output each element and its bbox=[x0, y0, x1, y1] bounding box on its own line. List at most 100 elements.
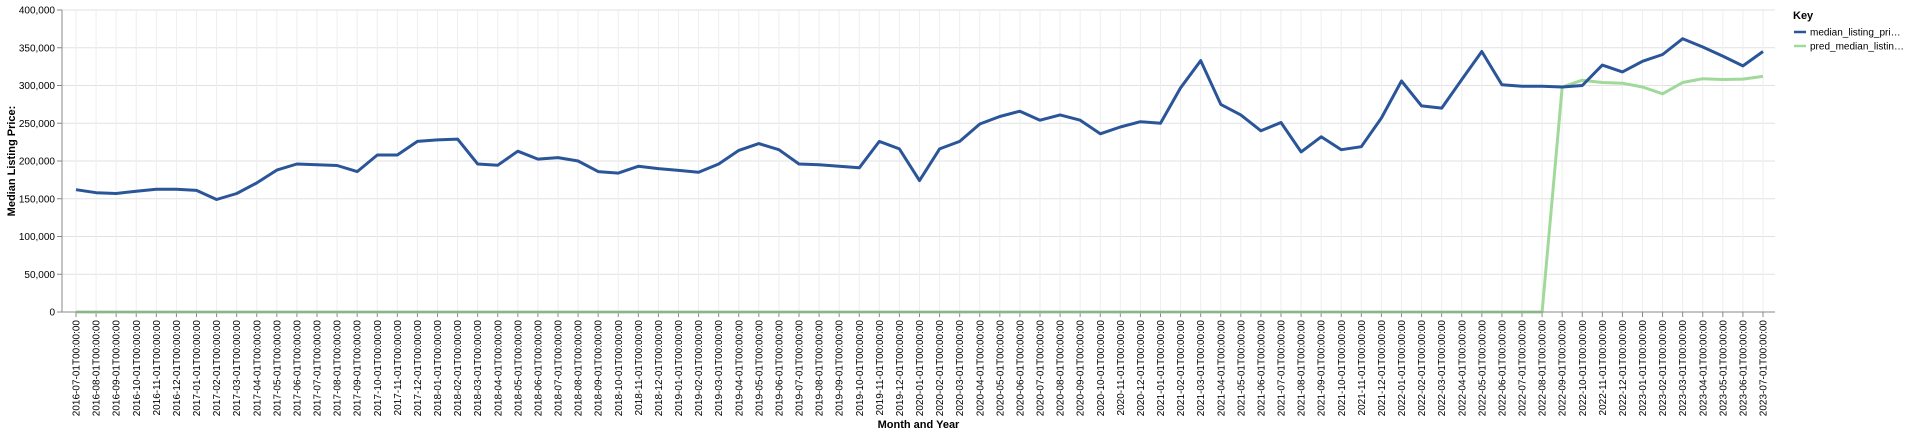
x-tick-label: 2021-08-01T00:00:00 bbox=[1297, 320, 1308, 417]
x-tick-label: 2018-12-01T00:00:00 bbox=[654, 320, 665, 417]
x-tick-label: 2021-07-01T00:00:00 bbox=[1277, 320, 1288, 417]
x-tick-label: 2022-12-01T00:00:00 bbox=[1618, 320, 1629, 417]
x-tick-label: 2022-06-01T00:00:00 bbox=[1497, 320, 1508, 417]
x-tick-label: 2017-08-01T00:00:00 bbox=[333, 320, 344, 417]
x-tick-label: 2020-12-01T00:00:00 bbox=[1136, 320, 1147, 417]
x-tick-label: 2022-09-01T00:00:00 bbox=[1558, 320, 1569, 417]
x-tick-label: 2022-03-01T00:00:00 bbox=[1437, 320, 1448, 417]
x-tick-label: 2017-01-01T00:00:00 bbox=[192, 320, 203, 417]
x-tick-label: 2020-07-01T00:00:00 bbox=[1036, 320, 1047, 417]
x-tick-label: 2019-04-01T00:00:00 bbox=[734, 320, 745, 417]
x-tick-label: 2019-09-01T00:00:00 bbox=[835, 320, 846, 417]
x-tick-label: 2020-06-01T00:00:00 bbox=[1015, 320, 1026, 417]
x-tick-label: 2021-10-01T00:00:00 bbox=[1337, 320, 1348, 417]
x-tick-label: 2018-06-01T00:00:00 bbox=[533, 320, 544, 417]
series-line-0 bbox=[75, 37, 1764, 201]
x-tick-label: 2021-01-01T00:00:00 bbox=[1156, 320, 1167, 417]
x-tick-label: 2019-10-01T00:00:00 bbox=[855, 320, 866, 417]
x-tick-label: 2022-10-01T00:00:00 bbox=[1578, 320, 1589, 417]
x-tick-label: 2017-04-01T00:00:00 bbox=[252, 320, 263, 417]
y-tick-label: 0 bbox=[49, 308, 55, 319]
x-tick-label: 2019-03-01T00:00:00 bbox=[714, 320, 725, 417]
x-tick-label: 2022-08-01T00:00:00 bbox=[1538, 320, 1549, 417]
x-tick-label: 2016-10-01T00:00:00 bbox=[132, 320, 143, 417]
x-tick-label: 2017-02-01T00:00:00 bbox=[212, 320, 223, 417]
x-tick-label: 2021-05-01T00:00:00 bbox=[1236, 320, 1247, 417]
x-tick-label: 2021-12-01T00:00:00 bbox=[1377, 320, 1388, 417]
x-tick-label: 2018-02-01T00:00:00 bbox=[453, 320, 464, 417]
x-tick-label: 2021-04-01T00:00:00 bbox=[1216, 320, 1227, 417]
grid bbox=[62, 9, 1775, 313]
legend: Key median_listing_pri… pred_median_listi… bbox=[1793, 10, 1904, 53]
x-tick-label: 2020-01-01T00:00:00 bbox=[915, 320, 926, 417]
y-tick-label: 250,000 bbox=[19, 119, 56, 130]
y-axis-ticks: 0 50,000 100,000 150,000 200,000 250,000 300,0… bbox=[19, 6, 62, 319]
x-tick-label: 2017-05-01T00:00:00 bbox=[272, 320, 283, 417]
x-tick-label: 2023-01-01T00:00:00 bbox=[1638, 320, 1649, 417]
x-tick-label: 2018-11-01T00:00:00 bbox=[634, 320, 645, 416]
y-tick-label: 300,000 bbox=[19, 81, 56, 92]
x-tick-label: 2019-11-01T00:00:00 bbox=[875, 320, 886, 416]
x-tick-label: 2019-02-01T00:00:00 bbox=[694, 320, 705, 417]
x-tick-label: 2018-10-01T00:00:00 bbox=[614, 320, 625, 417]
y-tick-label: 50,000 bbox=[24, 270, 55, 281]
x-tick-label: 2023-03-01T00:00:00 bbox=[1678, 320, 1689, 417]
x-tick-label: 2020-05-01T00:00:00 bbox=[995, 320, 1006, 417]
x-tick-label: 2016-09-01T00:00:00 bbox=[112, 320, 123, 417]
x-tick-label: 2020-04-01T00:00:00 bbox=[975, 320, 986, 417]
x-tick-label: 2023-02-01T00:00:00 bbox=[1658, 320, 1669, 417]
x-tick-label: 2017-10-01T00:00:00 bbox=[373, 320, 384, 417]
x-tick-label: 2021-03-01T00:00:00 bbox=[1196, 320, 1207, 417]
x-tick-label: 2016-08-01T00:00:00 bbox=[92, 320, 103, 417]
x-tick-label: 2022-05-01T00:00:00 bbox=[1477, 320, 1488, 417]
x-tick-label: 2018-01-01T00:00:00 bbox=[433, 320, 444, 417]
x-tick-label: 2020-03-01T00:00:00 bbox=[955, 320, 966, 417]
legend-label: pred_median_listin… bbox=[1810, 42, 1904, 53]
x-tick-label: 2022-07-01T00:00:00 bbox=[1518, 320, 1529, 417]
x-tick-label: 2023-07-01T00:00:00 bbox=[1759, 320, 1770, 417]
x-tick-label: 2016-12-01T00:00:00 bbox=[172, 320, 183, 417]
x-tick-label: 2019-07-01T00:00:00 bbox=[795, 320, 806, 417]
x-tick-label: 2022-11-01T00:00:00 bbox=[1598, 320, 1609, 416]
x-tick-label: 2017-11-01T00:00:00 bbox=[393, 320, 404, 416]
x-tick-label: 2016-11-01T00:00:00 bbox=[152, 320, 163, 416]
x-tick-label: 2018-09-01T00:00:00 bbox=[594, 320, 605, 417]
x-tick-label: 2020-02-01T00:00:00 bbox=[935, 320, 946, 417]
x-tick-label: 2020-10-01T00:00:00 bbox=[1096, 320, 1107, 417]
x-tick-label: 2021-11-01T00:00:00 bbox=[1357, 320, 1368, 416]
x-tick-label: 2018-04-01T00:00:00 bbox=[493, 320, 504, 417]
legend-label: median_listing_pri… bbox=[1810, 28, 1901, 39]
x-tick-label: 2018-07-01T00:00:00 bbox=[554, 320, 565, 417]
x-tick-label: 2023-05-01T00:00:00 bbox=[1718, 320, 1729, 417]
x-tick-label: 2017-07-01T00:00:00 bbox=[313, 320, 324, 417]
x-axis-ticks: 2016-07-01T00:00:00 2016-08-01T00:00:00 20… bbox=[72, 312, 1770, 416]
x-tick-label: 2022-01-01T00:00:00 bbox=[1397, 320, 1408, 417]
x-tick-label: 2019-05-01T00:00:00 bbox=[754, 320, 765, 417]
x-tick-label: 2021-02-01T00:00:00 bbox=[1176, 320, 1187, 417]
x-tick-label: 2021-09-01T00:00:00 bbox=[1317, 320, 1328, 417]
x-tick-label: 2017-09-01T00:00:00 bbox=[353, 320, 364, 417]
x-tick-label: 2022-04-01T00:00:00 bbox=[1457, 320, 1468, 417]
x-tick-label: 2020-08-01T00:00:00 bbox=[1056, 320, 1067, 417]
x-tick-label: 2019-08-01T00:00:00 bbox=[815, 320, 826, 417]
x-tick-label: 2023-04-01T00:00:00 bbox=[1698, 320, 1709, 417]
y-axis-title: Median Listing Price: bbox=[6, 106, 18, 217]
x-tick-label: 2019-06-01T00:00:00 bbox=[774, 320, 785, 417]
y-tick-label: 200,000 bbox=[19, 157, 56, 168]
x-tick-label: 2019-12-01T00:00:00 bbox=[895, 320, 906, 417]
x-tick-label: 2016-07-01T00:00:00 bbox=[72, 320, 83, 417]
x-tick-label: 2018-08-01T00:00:00 bbox=[574, 320, 585, 417]
x-tick-label: 2020-09-01T00:00:00 bbox=[1076, 320, 1087, 417]
x-tick-label: 2019-01-01T00:00:00 bbox=[674, 320, 685, 417]
x-tick-label: 2017-06-01T00:00:00 bbox=[292, 320, 303, 417]
x-tick-label: 2023-06-01T00:00:00 bbox=[1738, 320, 1749, 417]
x-tick-label: 2017-12-01T00:00:00 bbox=[413, 320, 424, 417]
x-tick-label: 2018-03-01T00:00:00 bbox=[473, 320, 484, 417]
legend-title: Key bbox=[1793, 10, 1814, 22]
x-tick-label: 2017-03-01T00:00:00 bbox=[232, 320, 243, 417]
x-tick-label: 2022-02-01T00:00:00 bbox=[1417, 320, 1428, 417]
y-tick-label: 150,000 bbox=[19, 194, 56, 205]
x-axis-title: Month and Year bbox=[878, 419, 960, 431]
y-tick-label: 100,000 bbox=[19, 232, 56, 243]
